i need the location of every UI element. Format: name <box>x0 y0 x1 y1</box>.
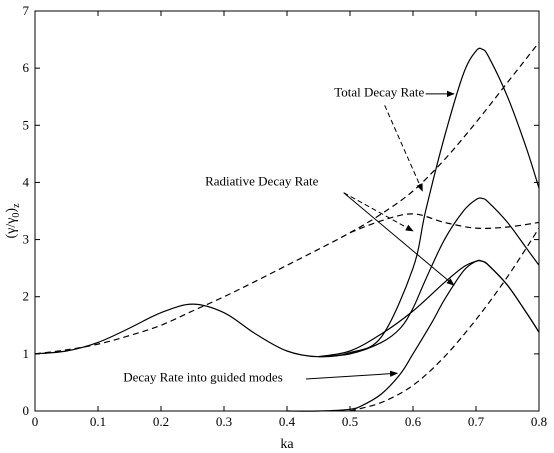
y-axis: 0 1 2 3 4 5 6 7 <box>23 3 539 418</box>
y-tick-label: 7 <box>23 3 30 18</box>
x-axis-label: ka <box>280 437 294 452</box>
x-tick-label: 0.8 <box>531 414 547 429</box>
y-tick-label: 0 <box>23 403 30 418</box>
series-line-2 <box>318 197 540 358</box>
arrow-radiative-solid <box>343 192 455 286</box>
series-line-5 <box>34 42 540 355</box>
y-tick-label: 2 <box>23 289 30 304</box>
series-line-4 <box>286 259 540 412</box>
x-tick-label: 0.1 <box>90 414 106 429</box>
y-tick-label: 4 <box>23 174 30 189</box>
annotation-layer: Total Decay Rate Radiative Decay Rate Deca… <box>123 85 455 384</box>
y-tick-label: 5 <box>23 117 30 132</box>
y-tick-label: 6 <box>23 60 30 75</box>
arrow-total-dashed <box>384 105 423 192</box>
series-line-1 <box>34 47 540 358</box>
y-tick-label: 3 <box>23 232 30 247</box>
x-tick-label: 0.7 <box>468 414 485 429</box>
annotation-guided-modes: Decay Rate into guided modes <box>123 369 283 384</box>
annotation-total-decay-rate: Total Decay Rate <box>334 85 424 100</box>
x-tick-label: 0 <box>32 414 39 429</box>
y-tick-label: 1 <box>23 346 30 361</box>
series-line-7 <box>349 213 540 234</box>
series-line-3 <box>318 260 540 358</box>
x-tick-label: 0.3 <box>216 414 232 429</box>
series-layer <box>34 42 540 412</box>
arrow-guided <box>305 370 399 380</box>
annotation-radiative-decay-rate: Radiative Decay Rate <box>205 173 319 188</box>
y-axis-label: (γ/γ0)z <box>4 203 22 239</box>
x-tick-label: 0.4 <box>279 414 296 429</box>
arrow-radiative-dashed <box>343 192 414 232</box>
series-line-6 <box>349 227 540 412</box>
x-axis: 0 0.1 0.2 0.3 0.4 0.5 0.6 0.7 0.8 <box>32 11 547 429</box>
x-tick-label: 0.2 <box>153 414 169 429</box>
x-tick-label: 0.5 <box>342 414 358 429</box>
x-tick-label: 0.6 <box>405 414 422 429</box>
